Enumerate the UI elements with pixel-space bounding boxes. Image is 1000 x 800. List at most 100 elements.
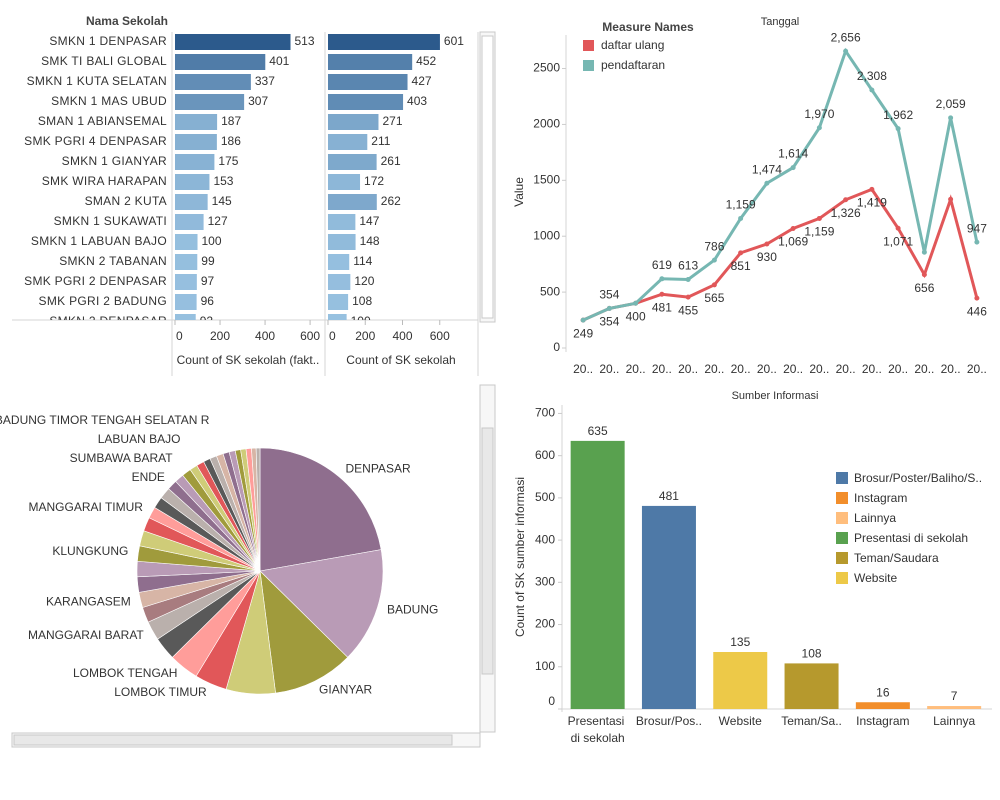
value-label: 481 — [659, 489, 679, 503]
row-label: SMKN 2 TABANAN — [59, 254, 167, 268]
x-tick-label: Brosur/Pos.. — [636, 714, 702, 728]
y-tick-label: 500 — [535, 490, 555, 504]
row-label: SMKN 2 DENPASAR — [49, 314, 167, 328]
value-label: 947 — [967, 221, 987, 235]
value-label: 186 — [221, 134, 241, 148]
value-label: 135 — [730, 635, 750, 649]
value-label: 147 — [359, 214, 379, 228]
point — [790, 226, 796, 232]
point — [790, 165, 796, 171]
point — [948, 115, 954, 121]
value-label: 786 — [704, 239, 724, 253]
bar — [328, 194, 377, 210]
bar — [175, 214, 204, 230]
y-tick-label: 600 — [535, 448, 555, 462]
point — [816, 215, 822, 221]
point — [606, 305, 612, 311]
value-label: 2,308 — [857, 69, 887, 83]
point — [843, 48, 849, 54]
bar — [328, 94, 404, 110]
point — [764, 180, 770, 186]
scroll-thumb[interactable] — [481, 427, 494, 675]
x-tick-label: 20.. — [626, 362, 646, 376]
scroll-thumb[interactable] — [481, 35, 494, 319]
slice-label: DENPASAR — [345, 461, 410, 475]
legend-label: Instagram — [854, 491, 907, 505]
y-tick-label: 400 — [535, 532, 555, 546]
bar — [328, 174, 361, 190]
legend-label: Lainnya — [854, 511, 896, 525]
y-tick-label: 0 — [548, 694, 555, 708]
line — [582, 47, 979, 322]
bar — [175, 134, 217, 150]
value-label: 513 — [295, 34, 315, 48]
value-label: 96 — [201, 294, 215, 308]
x-tick-label: 400 — [392, 329, 412, 343]
point — [764, 241, 770, 247]
value-label: 271 — [382, 114, 402, 128]
chart-title: Tanggal — [761, 16, 800, 28]
point — [659, 276, 665, 282]
bar — [175, 294, 197, 310]
x-tick-label: 20.. — [599, 362, 619, 376]
legend-label: Presentasi di sekolah — [854, 531, 968, 545]
row-label: SMAN 2 KUTA — [85, 194, 167, 208]
header: Nama Sekolah — [86, 14, 168, 28]
value-label: 930 — [757, 250, 777, 264]
value-label: 851 — [731, 259, 751, 273]
slice — [259, 570, 349, 694]
value-label: 187 — [221, 114, 241, 128]
value-label: 249 — [573, 326, 593, 340]
x-tick-label-line: di sekolah — [571, 731, 625, 745]
value-label: 565 — [704, 291, 724, 305]
value-label: 1,071 — [883, 234, 913, 248]
slice-label: MANGGARAI BARAT — [28, 628, 144, 642]
value-label: 403 — [407, 94, 427, 108]
legend-swatch — [836, 532, 848, 544]
x-tick-label: Lainnya — [933, 714, 975, 728]
slice-label: KLUNGKUNG — [52, 544, 128, 558]
value-label: 613 — [678, 259, 698, 273]
x-tick-label: 600 — [300, 329, 320, 343]
value-label: 211 — [371, 134, 390, 148]
value-label: 1,970 — [804, 107, 834, 121]
value-label: 92 — [200, 314, 214, 328]
slice-label: KARANGASEM — [46, 595, 131, 609]
bar — [328, 234, 356, 250]
row-label: SMKN 1 MAS UBUD — [51, 94, 167, 108]
value-label: 1,474 — [752, 162, 782, 176]
bar — [175, 194, 208, 210]
value-label: 153 — [213, 174, 233, 188]
value-label: 354 — [599, 315, 619, 329]
x-tick-label: 20.. — [941, 362, 961, 376]
bar — [328, 74, 408, 90]
value-label: 635 — [588, 424, 608, 438]
value-label: 16 — [876, 685, 890, 699]
bar — [175, 74, 251, 90]
value-label: 100 — [202, 234, 222, 248]
value-label: 307 — [248, 94, 268, 108]
value-label: 175 — [218, 154, 238, 168]
slice-label: LABUAN BAJO — [98, 432, 181, 446]
value-label: 1,069 — [778, 235, 808, 249]
value-label: 108 — [352, 294, 372, 308]
bar — [927, 706, 982, 709]
legend-swatch — [583, 60, 594, 71]
scroll-thumb[interactable] — [13, 734, 453, 746]
x-tick-label: 20.. — [678, 362, 698, 376]
slice-label: GIANYAR — [319, 682, 372, 696]
slice-label: LOMBOK TENGAH — [73, 666, 177, 680]
value-label: 619 — [652, 258, 672, 272]
line — [582, 187, 979, 322]
x-tick-label: 20.. — [967, 362, 987, 376]
value-label: 656 — [914, 281, 934, 295]
row-label: SMAN 1 ABIANSEMAL — [38, 114, 167, 128]
x-tick-label: 20.. — [836, 362, 856, 376]
x-tick-label: 20.. — [783, 362, 803, 376]
point — [974, 239, 980, 245]
value-label: 452 — [416, 54, 436, 68]
point — [895, 225, 901, 231]
value-label: 7 — [951, 689, 958, 703]
x-tick-label: 20.. — [757, 362, 777, 376]
